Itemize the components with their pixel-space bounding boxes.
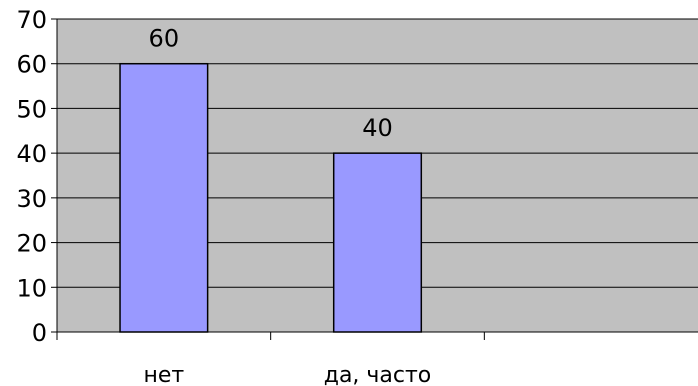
y-tick-label: 20 [16, 230, 47, 258]
y-tick-label: 60 [16, 51, 47, 79]
bar [119, 62, 209, 333]
data-label: 60 [149, 25, 180, 53]
y-tick-label: 40 [16, 140, 47, 168]
y-axis: 0 10 20 30 40 50 60 70 [16, 6, 58, 347]
category-label: да, часто [324, 363, 432, 386]
data-label: 40 [362, 114, 393, 142]
y-tick-label: 0 [32, 319, 47, 347]
category-labels: нет да, часто [143, 363, 431, 386]
data-labels: 60 40 [149, 25, 393, 142]
bar [332, 152, 423, 333]
y-tick-label: 50 [16, 95, 47, 123]
y-tick-label: 70 [16, 6, 47, 34]
y-tick-label: 10 [16, 274, 47, 302]
y-tick-label: 30 [16, 185, 47, 213]
category-label: нет [143, 363, 184, 386]
bars [119, 62, 423, 333]
x-axis [56, 331, 698, 340]
